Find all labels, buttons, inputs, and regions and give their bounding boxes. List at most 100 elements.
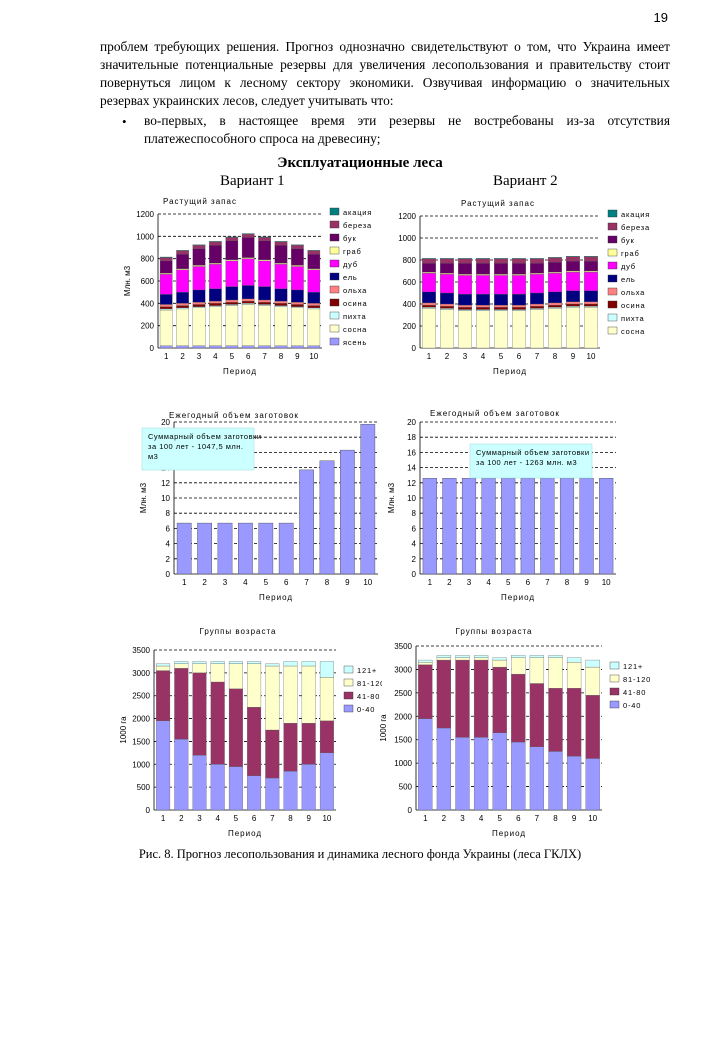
bar-segment — [422, 304, 436, 308]
x-tick-label: 9 — [572, 814, 577, 823]
y-tick-label: 4 — [412, 540, 417, 549]
x-tick-label: 5 — [497, 814, 502, 823]
legend-label: 81-120 — [623, 675, 651, 684]
bar-segment — [492, 666, 507, 733]
y-tick-label: 2000 — [394, 712, 412, 721]
annotation-line: м3 — [148, 452, 158, 461]
bar-segment — [422, 302, 436, 306]
bar-segment — [566, 270, 580, 273]
bar-segment — [156, 663, 171, 667]
bar-segment — [192, 248, 206, 266]
bar-segment — [291, 245, 304, 249]
bar-segment — [209, 262, 222, 265]
annotation-line: за 100 лет - 1047,5 млн. — [148, 442, 243, 451]
legend-label: 121+ — [357, 666, 377, 675]
bar-segment — [274, 306, 288, 346]
y-tick-label: 10 — [161, 494, 170, 503]
bar-segment — [265, 663, 280, 667]
legend-swatch — [609, 674, 620, 683]
bar-segment — [241, 303, 255, 305]
x-tick-label: 1 — [427, 352, 432, 361]
bar-segment — [584, 301, 598, 305]
chart-title: Растущий запас — [163, 197, 237, 206]
bar-segment — [548, 302, 562, 306]
x-tick-label: 7 — [270, 814, 275, 823]
x-tick-label: 2 — [442, 814, 447, 823]
x-tick-label: 1 — [428, 578, 433, 587]
y-tick-label: 3000 — [394, 665, 412, 674]
y-tick-label: 400 — [403, 300, 417, 309]
legend-swatch — [609, 661, 620, 670]
annotation-box — [141, 427, 255, 471]
bar-segment — [566, 755, 582, 811]
bar-segment — [210, 661, 225, 664]
bar-segment — [291, 289, 304, 303]
bar-segment — [258, 299, 271, 303]
legend-label: 0-40 — [623, 701, 641, 710]
bar — [238, 522, 253, 575]
bar-segment — [176, 305, 189, 308]
bar-segment — [566, 662, 582, 689]
annotation-text: Суммарный объем заготовки за 100 лет - 10… — [148, 432, 262, 461]
bar-segment — [209, 264, 222, 289]
y-axis-label: 1000 га — [379, 714, 388, 742]
y-tick-label: 14 — [407, 464, 416, 473]
bar — [360, 424, 376, 575]
bar-segment — [176, 254, 189, 269]
bar-segment — [440, 263, 454, 274]
bar-segment — [265, 729, 280, 779]
bar-segment — [584, 256, 598, 257]
y-tick-label: 1000 — [398, 234, 416, 243]
annotation-line: за 100 лет - 1263 млн. м3 — [476, 458, 577, 467]
y-tick-label: 2000 — [132, 715, 150, 724]
bar-segment — [159, 304, 173, 307]
bar — [559, 478, 575, 575]
bar-segment — [529, 655, 545, 658]
bar-segment — [307, 292, 321, 304]
legend-swatch — [329, 220, 340, 229]
bar-segment — [241, 237, 255, 258]
bar-segment — [458, 263, 472, 275]
bar-segment — [492, 732, 507, 811]
bar-segment — [476, 307, 490, 310]
bar-segment — [174, 738, 189, 811]
y-tick-label: 200 — [403, 322, 417, 331]
bar-segment — [258, 240, 271, 260]
legend-swatch — [329, 207, 340, 216]
y-tick-label: 6 — [166, 524, 171, 533]
bar-segment — [436, 657, 452, 661]
bar-segment — [247, 663, 262, 708]
bar-segment — [274, 288, 288, 302]
bar-segment — [530, 303, 544, 307]
bar-segment — [209, 241, 222, 246]
legend-swatch — [329, 298, 340, 307]
legend-swatch — [607, 287, 618, 296]
bar-segment — [225, 286, 239, 301]
y-tick-label: 2500 — [394, 689, 412, 698]
bar-segment — [418, 664, 433, 719]
bar-segment — [422, 258, 436, 264]
y-tick-label: 3500 — [394, 642, 412, 651]
annual-harvest-chart-variant-2: Ежегодный объем заготовок024681012141618… — [387, 409, 616, 602]
y-tick-label: 0 — [150, 344, 155, 353]
x-tick-label: 7 — [535, 814, 540, 823]
bar-segment — [566, 301, 580, 305]
bar-segment — [548, 657, 563, 689]
legend-label: 41-80 — [357, 692, 380, 701]
bar-segment — [512, 310, 526, 349]
bar-segment — [548, 304, 562, 308]
x-tick-label: 1 — [182, 578, 187, 587]
x-tick-label: 10 — [363, 578, 372, 587]
legend-label: акация — [621, 210, 650, 219]
legend-label: 41-80 — [623, 688, 646, 697]
bar-segment — [548, 273, 562, 293]
bar-segment — [291, 306, 304, 308]
legend-swatch — [607, 248, 618, 257]
bar-segment — [176, 292, 189, 304]
bar-segment — [530, 308, 544, 310]
legend-label: 121+ — [623, 662, 643, 671]
x-tick-label: 4 — [243, 578, 248, 587]
bar-segment — [458, 304, 472, 308]
bar-segment — [566, 260, 580, 272]
bar-segment — [192, 672, 207, 756]
